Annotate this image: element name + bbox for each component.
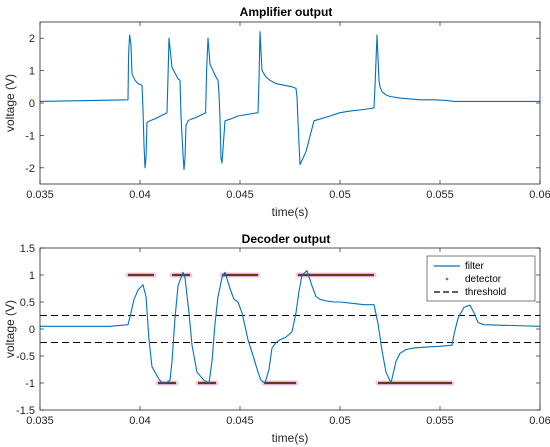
legend-box [426, 255, 536, 302]
decoder-axes-box [39, 247, 541, 411]
amplifier-axes-box [39, 21, 541, 185]
decoder-y-tick-label: -0.5 [16, 351, 35, 363]
decoder-y-tick-label: -1 [25, 378, 35, 390]
filter-line [40, 270, 541, 384]
amplifier-x-tick-label: 0.06 [529, 189, 550, 201]
decoder-y-tick-label: -1.5 [16, 405, 35, 417]
amplifier-y-tick-label: 2 [29, 33, 35, 45]
decoder-x-tick-label: 0.055 [426, 415, 454, 427]
amplifier-y-axis-label: voltage (V) [3, 74, 17, 132]
decoder-y-tick-label: 1.5 [20, 243, 35, 255]
amplifier-y-tick-label: 1 [29, 66, 35, 78]
decoder-x-axis-label: time(s) [272, 431, 309, 445]
legend-filter-label: filter [465, 261, 485, 272]
decoder-x-tick-label: 0.06 [529, 415, 550, 427]
decoder-chart: Decoder output 0.035 0.04 0.045 0.05 0.055 0.… [3, 232, 550, 445]
decoder-x-tick-label: 0.035 [26, 415, 54, 427]
legend-detector-swatch [445, 277, 449, 281]
decoder-y-tick-label: 1 [29, 270, 35, 282]
amplifier-chart-title: Amplifier output [240, 5, 333, 19]
decoder-x-tick-label: 0.04 [129, 415, 150, 427]
amplifier-x-tick-label: 0.045 [226, 189, 254, 201]
decoder-chart-title: Decoder output [242, 232, 331, 246]
amplifier-x-tick-label: 0.055 [426, 189, 454, 201]
decoder-y-tick-label: 0 [29, 324, 35, 336]
amplifier-y-tick-label: 0 [29, 98, 35, 110]
amplifier-x-tick-label: 0.05 [329, 189, 350, 201]
legend-threshold-label: threshold [465, 287, 506, 298]
amplifier-x-tick-label: 0.035 [26, 189, 54, 201]
decoder-x-tick-label: 0.05 [329, 415, 350, 427]
amplifier-chart: Amplifier output 0.035 0.04 0.045 0.05 0.055… [3, 5, 550, 219]
legend-detector-label: detector [465, 274, 502, 285]
amplifier-x-tick-label: 0.04 [129, 189, 150, 201]
amplifier-y-tick-label: -1 [25, 130, 35, 142]
amplifier-x-axis-label: time(s) [272, 205, 309, 219]
decoder-x-tick-label: 0.045 [226, 415, 254, 427]
decoder-y-tick-label: 0.5 [20, 297, 35, 309]
decoder-y-axis-label: voltage (V) [3, 300, 17, 358]
amplifier-y-tick-label: -2 [25, 163, 35, 175]
legend: filter detector threshold [426, 255, 536, 302]
amplifier-plot-area [40, 22, 540, 184]
amplifier-signal-line [39, 31, 540, 170]
